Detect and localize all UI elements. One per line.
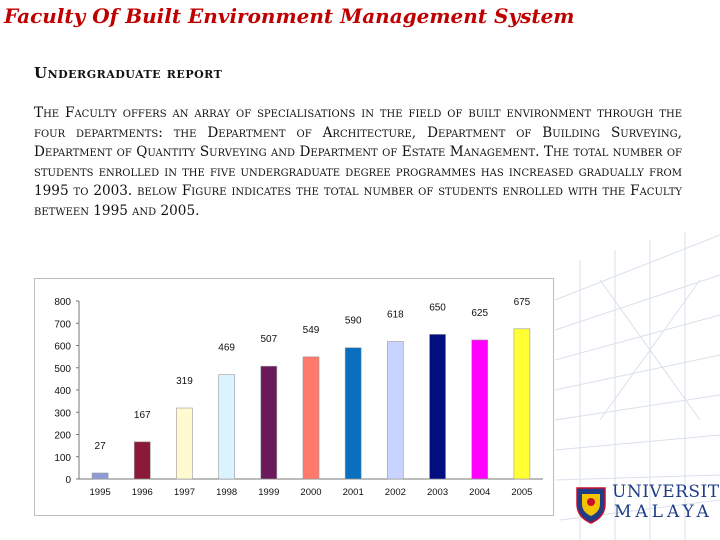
bar [344,347,362,480]
bar [176,407,193,480]
bar-value-label: 469 [218,343,235,354]
enrollment-chart: 0 100 200 300 400 500 600 700 800 27 1995 167 1996 31… [34,278,554,516]
university-logo: UNIVERSITI MALAYA [574,482,720,530]
bar-value-label: 167 [134,410,151,421]
x-tick-label: 1996 [132,487,153,498]
bar-value-label: 618 [387,309,404,320]
page-title: Faculty Of Built Environment Management … [4,4,575,28]
bar-value-label: 549 [303,325,320,336]
bar-value-label: 650 [429,302,446,313]
section-subtitle: Undergraduate report [34,64,223,82]
section-body-text: The Faculty offers an array of specialis… [34,105,682,219]
bar-value-label: 590 [345,316,362,327]
bar [471,339,489,480]
bar [513,328,531,480]
bar-value-label: 625 [471,308,488,319]
x-tick-label: 2005 [511,487,532,498]
y-tick-label: 500 [54,364,71,375]
bar-value-label: 675 [514,297,531,308]
y-tick-label: 800 [54,297,71,308]
y-tick-label: 300 [54,408,71,419]
x-tick-label: 2000 [300,487,321,498]
enrollment-bar-chart: 0 100 200 300 400 500 600 700 800 27 1995 167 1996 31… [54,297,543,498]
bar [387,341,404,480]
bar [133,441,151,480]
logo-line-1: UNIVERSITI [612,482,720,502]
logo-line-2: MALAYA [614,502,713,522]
bar [91,472,109,480]
x-tick-label: 2003 [427,487,448,498]
x-tick-label: 2002 [385,487,406,498]
y-tick-label: 100 [54,453,71,464]
bar [260,365,278,480]
x-tick-label: 1999 [258,487,279,498]
y-tick-label: 600 [54,342,71,353]
x-tick-label: 1995 [90,487,111,498]
university-crest-icon [576,487,606,524]
bar [302,356,320,480]
x-tick-label: 2001 [343,487,364,498]
bar-value-label: 507 [260,334,277,345]
y-tick-label: 0 [65,475,71,486]
y-tick-label: 700 [54,319,71,330]
bar-value-label: 27 [95,441,107,452]
x-tick-label: 2004 [469,487,490,498]
y-tick-label: 400 [54,386,71,397]
x-tick-label: 1997 [174,487,195,498]
bar-value-label: 319 [176,376,193,387]
x-tick-label: 1998 [216,487,237,498]
y-tick-label: 200 [54,431,71,442]
bar [218,374,235,480]
bar [429,334,446,480]
